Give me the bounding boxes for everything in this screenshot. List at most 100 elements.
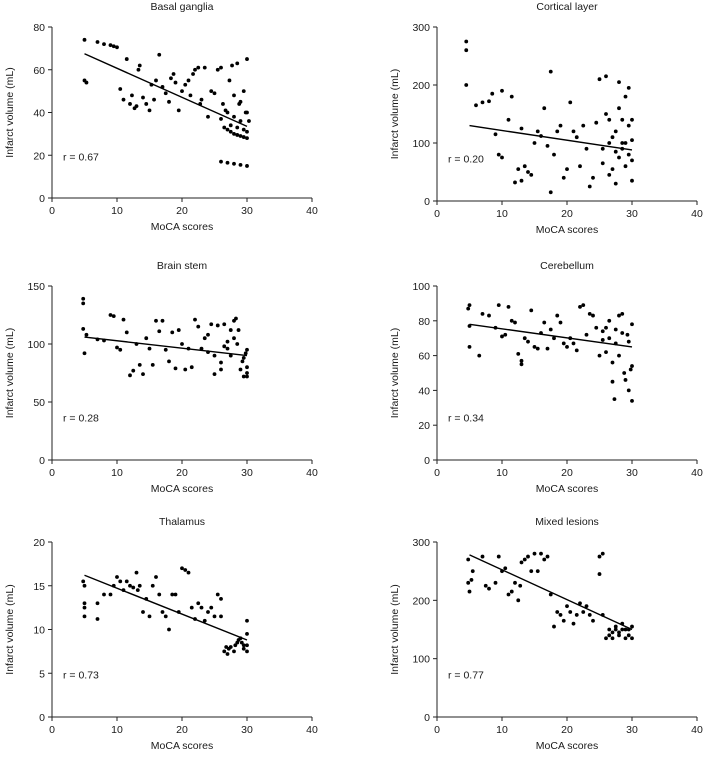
data-point — [625, 332, 630, 337]
data-point — [232, 131, 236, 136]
panel-title: Thalamus — [159, 516, 205, 528]
data-point — [623, 378, 628, 382]
data-point — [612, 397, 617, 401]
regression-line — [84, 53, 248, 128]
data-point — [212, 372, 217, 377]
data-point — [584, 146, 589, 151]
x-tick-label: 0 — [49, 724, 55, 736]
panel-2: Cortical layer 0 10 20 30 40 0 100 200 300 MoCA sc… — [389, 1, 703, 236]
y-tick-label: 150 — [27, 281, 45, 293]
data-point — [630, 636, 634, 641]
data-point — [568, 610, 573, 614]
data-point — [581, 303, 586, 308]
data-point — [215, 592, 220, 597]
data-point — [516, 167, 521, 172]
data-point — [228, 328, 233, 332]
data-point — [610, 630, 615, 635]
data-point — [238, 367, 243, 372]
data-point — [147, 108, 152, 113]
data-point — [513, 180, 517, 185]
data-point — [108, 43, 113, 48]
data-point — [513, 320, 517, 325]
regression-line — [84, 574, 248, 641]
data-point — [224, 645, 229, 649]
data-point — [238, 119, 243, 123]
data-point — [600, 338, 605, 342]
data-point — [128, 102, 132, 106]
data-point — [591, 313, 595, 318]
data-point — [617, 80, 621, 84]
y-tick-label: 60 — [33, 65, 45, 77]
data-point — [626, 633, 631, 638]
data-point — [568, 100, 573, 105]
data-point — [500, 334, 504, 339]
data-point — [600, 146, 605, 151]
data-point — [500, 88, 504, 93]
data-point — [571, 621, 576, 626]
data-point — [108, 313, 113, 317]
data-point — [243, 351, 248, 356]
data-point — [233, 643, 238, 648]
panel-title: Basal ganglia — [150, 1, 213, 13]
x-tick-label: 30 — [241, 205, 253, 217]
regression-line — [84, 336, 248, 357]
data-point — [587, 184, 592, 189]
data-point — [617, 630, 621, 635]
data-point — [95, 617, 100, 621]
data-point — [630, 117, 634, 122]
data-point — [597, 572, 602, 576]
data-point — [626, 123, 631, 128]
data-point — [134, 342, 139, 346]
data-point — [620, 117, 625, 122]
data-point — [209, 89, 214, 94]
x-tick-label: 30 — [241, 724, 253, 736]
panel-3: Brain stem 0 10 20 30 40 0 50 100 150 MoCA scores I… — [4, 260, 318, 495]
data-point — [568, 336, 573, 341]
data-point — [626, 152, 631, 157]
data-point — [228, 129, 233, 134]
data-point — [548, 190, 553, 195]
regression-line — [469, 554, 633, 631]
data-point — [225, 652, 230, 656]
data-point — [558, 123, 563, 128]
data-point — [134, 104, 139, 108]
data-point — [147, 346, 152, 351]
y-axis-label: Infarct volume (mL) — [389, 328, 401, 418]
y-axis-label: Infarct volume (mL) — [4, 584, 16, 674]
data-point — [545, 554, 550, 559]
data-point — [506, 117, 511, 122]
data-point — [176, 108, 181, 113]
data-point — [82, 37, 87, 42]
y-tick-label: 0 — [39, 712, 45, 724]
data-point — [518, 583, 523, 588]
data-point — [529, 569, 534, 574]
data-point — [209, 605, 214, 610]
data-point — [496, 303, 501, 308]
data-point — [95, 337, 100, 342]
data-point — [212, 614, 217, 619]
data-point — [206, 610, 210, 614]
data-point — [147, 614, 152, 619]
x-axis-label: MoCA scores — [151, 221, 213, 233]
data-point — [487, 99, 491, 104]
data-point — [623, 164, 628, 169]
data-point — [82, 601, 87, 606]
data-point — [212, 91, 217, 96]
y-tick-label: 40 — [418, 385, 430, 397]
data-point — [219, 117, 223, 121]
data-point — [630, 364, 634, 368]
data-point — [613, 149, 618, 154]
data-point — [81, 327, 86, 331]
data-point — [607, 633, 612, 638]
x-tick-label: 10 — [496, 467, 508, 479]
data-point — [157, 52, 162, 57]
panel-title: Cortical layer — [536, 1, 598, 13]
data-point — [607, 318, 612, 323]
x-tick-label: 40 — [306, 724, 318, 736]
data-point — [464, 83, 469, 87]
data-point — [222, 344, 227, 349]
data-point — [584, 332, 589, 337]
data-point — [548, 69, 553, 74]
x-axis-label: MoCA scores — [536, 483, 598, 495]
data-point — [467, 345, 472, 349]
